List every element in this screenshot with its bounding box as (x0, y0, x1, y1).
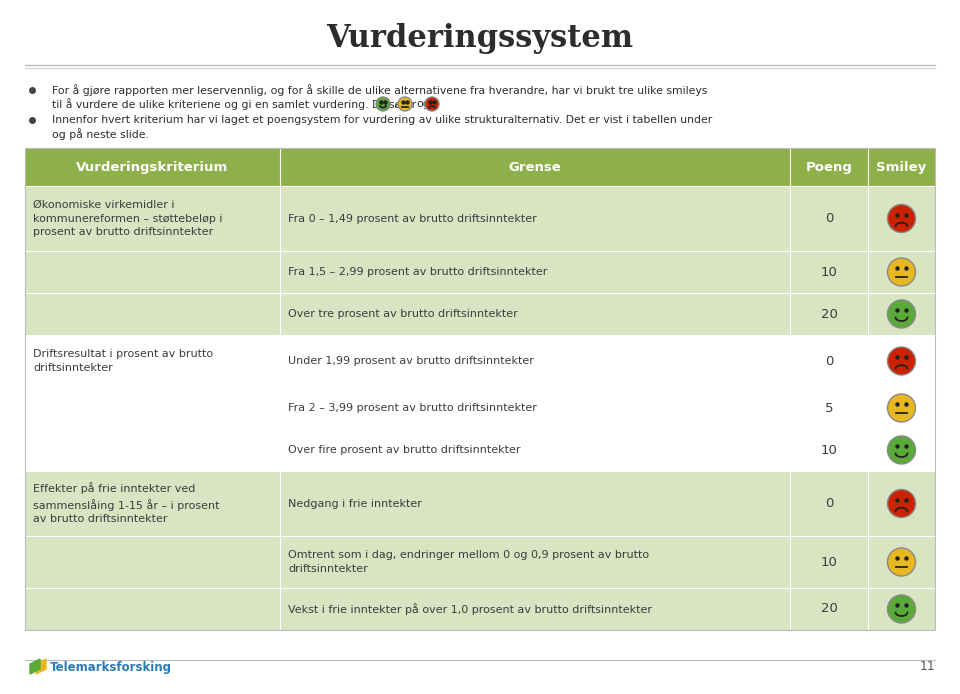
FancyBboxPatch shape (25, 186, 935, 251)
Text: 0: 0 (825, 497, 833, 510)
Text: ,: , (393, 99, 396, 109)
Text: 0: 0 (825, 212, 833, 225)
Text: 20: 20 (821, 602, 837, 616)
Text: 20: 20 (821, 307, 837, 321)
FancyBboxPatch shape (25, 536, 935, 588)
Circle shape (887, 300, 916, 328)
FancyBboxPatch shape (25, 471, 935, 536)
Text: Fra 0 – 1,49 prosent av brutto driftsinntekter: Fra 0 – 1,49 prosent av brutto driftsinn… (288, 214, 537, 223)
Text: Økonomiske virkemidler i
kommunereformen – støttebeløp i
prosent av brutto drift: Økonomiske virkemidler i kommunereformen… (33, 200, 223, 237)
Text: Over tre prosent av brutto driftsinntekter: Over tre prosent av brutto driftsinntekt… (288, 309, 517, 319)
Text: Smiley: Smiley (876, 160, 926, 174)
Circle shape (887, 394, 916, 422)
Text: Vurderingssystem: Vurderingssystem (326, 22, 634, 53)
Circle shape (887, 205, 916, 232)
Text: Driftsresultat i prosent av brutto
driftsinntekter: Driftsresultat i prosent av brutto drift… (33, 349, 213, 373)
Polygon shape (36, 659, 46, 674)
Text: 10: 10 (821, 266, 837, 278)
Text: 10: 10 (821, 555, 837, 568)
FancyBboxPatch shape (25, 251, 935, 293)
Text: Fra 2 – 3,99 prosent av brutto driftsinntekter: Fra 2 – 3,99 prosent av brutto driftsinn… (288, 403, 537, 413)
Text: 11: 11 (920, 661, 935, 673)
Circle shape (887, 548, 916, 576)
FancyBboxPatch shape (25, 387, 935, 429)
Circle shape (887, 595, 916, 623)
Circle shape (887, 347, 916, 375)
Text: Under 1,99 prosent av brutto driftsinntekter: Under 1,99 prosent av brutto driftsinnte… (288, 356, 534, 366)
Text: og på neste slide.: og på neste slide. (52, 128, 149, 140)
FancyBboxPatch shape (25, 148, 935, 186)
Text: 5: 5 (825, 402, 833, 414)
Text: Omtrent som i dag, endringer mellom 0 og 0,9 prosent av brutto
driftsinntekter: Omtrent som i dag, endringer mellom 0 og… (288, 550, 649, 574)
Circle shape (887, 258, 916, 286)
Text: 0: 0 (825, 355, 833, 368)
FancyBboxPatch shape (25, 588, 935, 630)
FancyBboxPatch shape (25, 335, 935, 387)
Circle shape (398, 97, 412, 111)
Polygon shape (30, 659, 40, 674)
Text: Vurderingskriterium: Vurderingskriterium (77, 160, 228, 174)
Text: Telemarksforsking: Telemarksforsking (50, 661, 172, 673)
Circle shape (887, 436, 916, 464)
Text: og: og (416, 99, 430, 109)
Text: Fra 1,5 – 2,99 prosent av brutto driftsinntekter: Fra 1,5 – 2,99 prosent av brutto driftsi… (288, 267, 547, 277)
Circle shape (887, 489, 916, 518)
Circle shape (425, 97, 439, 111)
Text: Nedgang i frie inntekter: Nedgang i frie inntekter (288, 498, 421, 509)
FancyBboxPatch shape (25, 429, 935, 471)
Text: Effekter på frie inntekter ved
sammenslåing 1-15 år – i prosent
av brutto drifts: Effekter på frie inntekter ved sammenslå… (33, 482, 220, 525)
Text: Grense: Grense (509, 160, 562, 174)
Text: 10: 10 (821, 443, 837, 457)
Circle shape (376, 97, 390, 111)
Text: til å vurdere de ulike kriteriene og gi en samlet vurdering. Disse er: til å vurdere de ulike kriteriene og gi … (52, 98, 416, 110)
Text: For å gjøre rapporten mer leservennlig, og for å skille de ulike alternativene f: For å gjøre rapporten mer leservennlig, … (52, 84, 708, 96)
Text: Over fire prosent av brutto driftsinntekter: Over fire prosent av brutto driftsinntek… (288, 445, 520, 455)
Text: Poeng: Poeng (805, 160, 852, 174)
FancyBboxPatch shape (25, 293, 935, 335)
Text: Vekst i frie inntekter på over 1,0 prosent av brutto driftsinntekter: Vekst i frie inntekter på over 1,0 prose… (288, 603, 652, 615)
Text: Innenfor hvert kriterium har vi laget et poengsystem for vurdering av ulike stru: Innenfor hvert kriterium har vi laget et… (52, 115, 712, 125)
